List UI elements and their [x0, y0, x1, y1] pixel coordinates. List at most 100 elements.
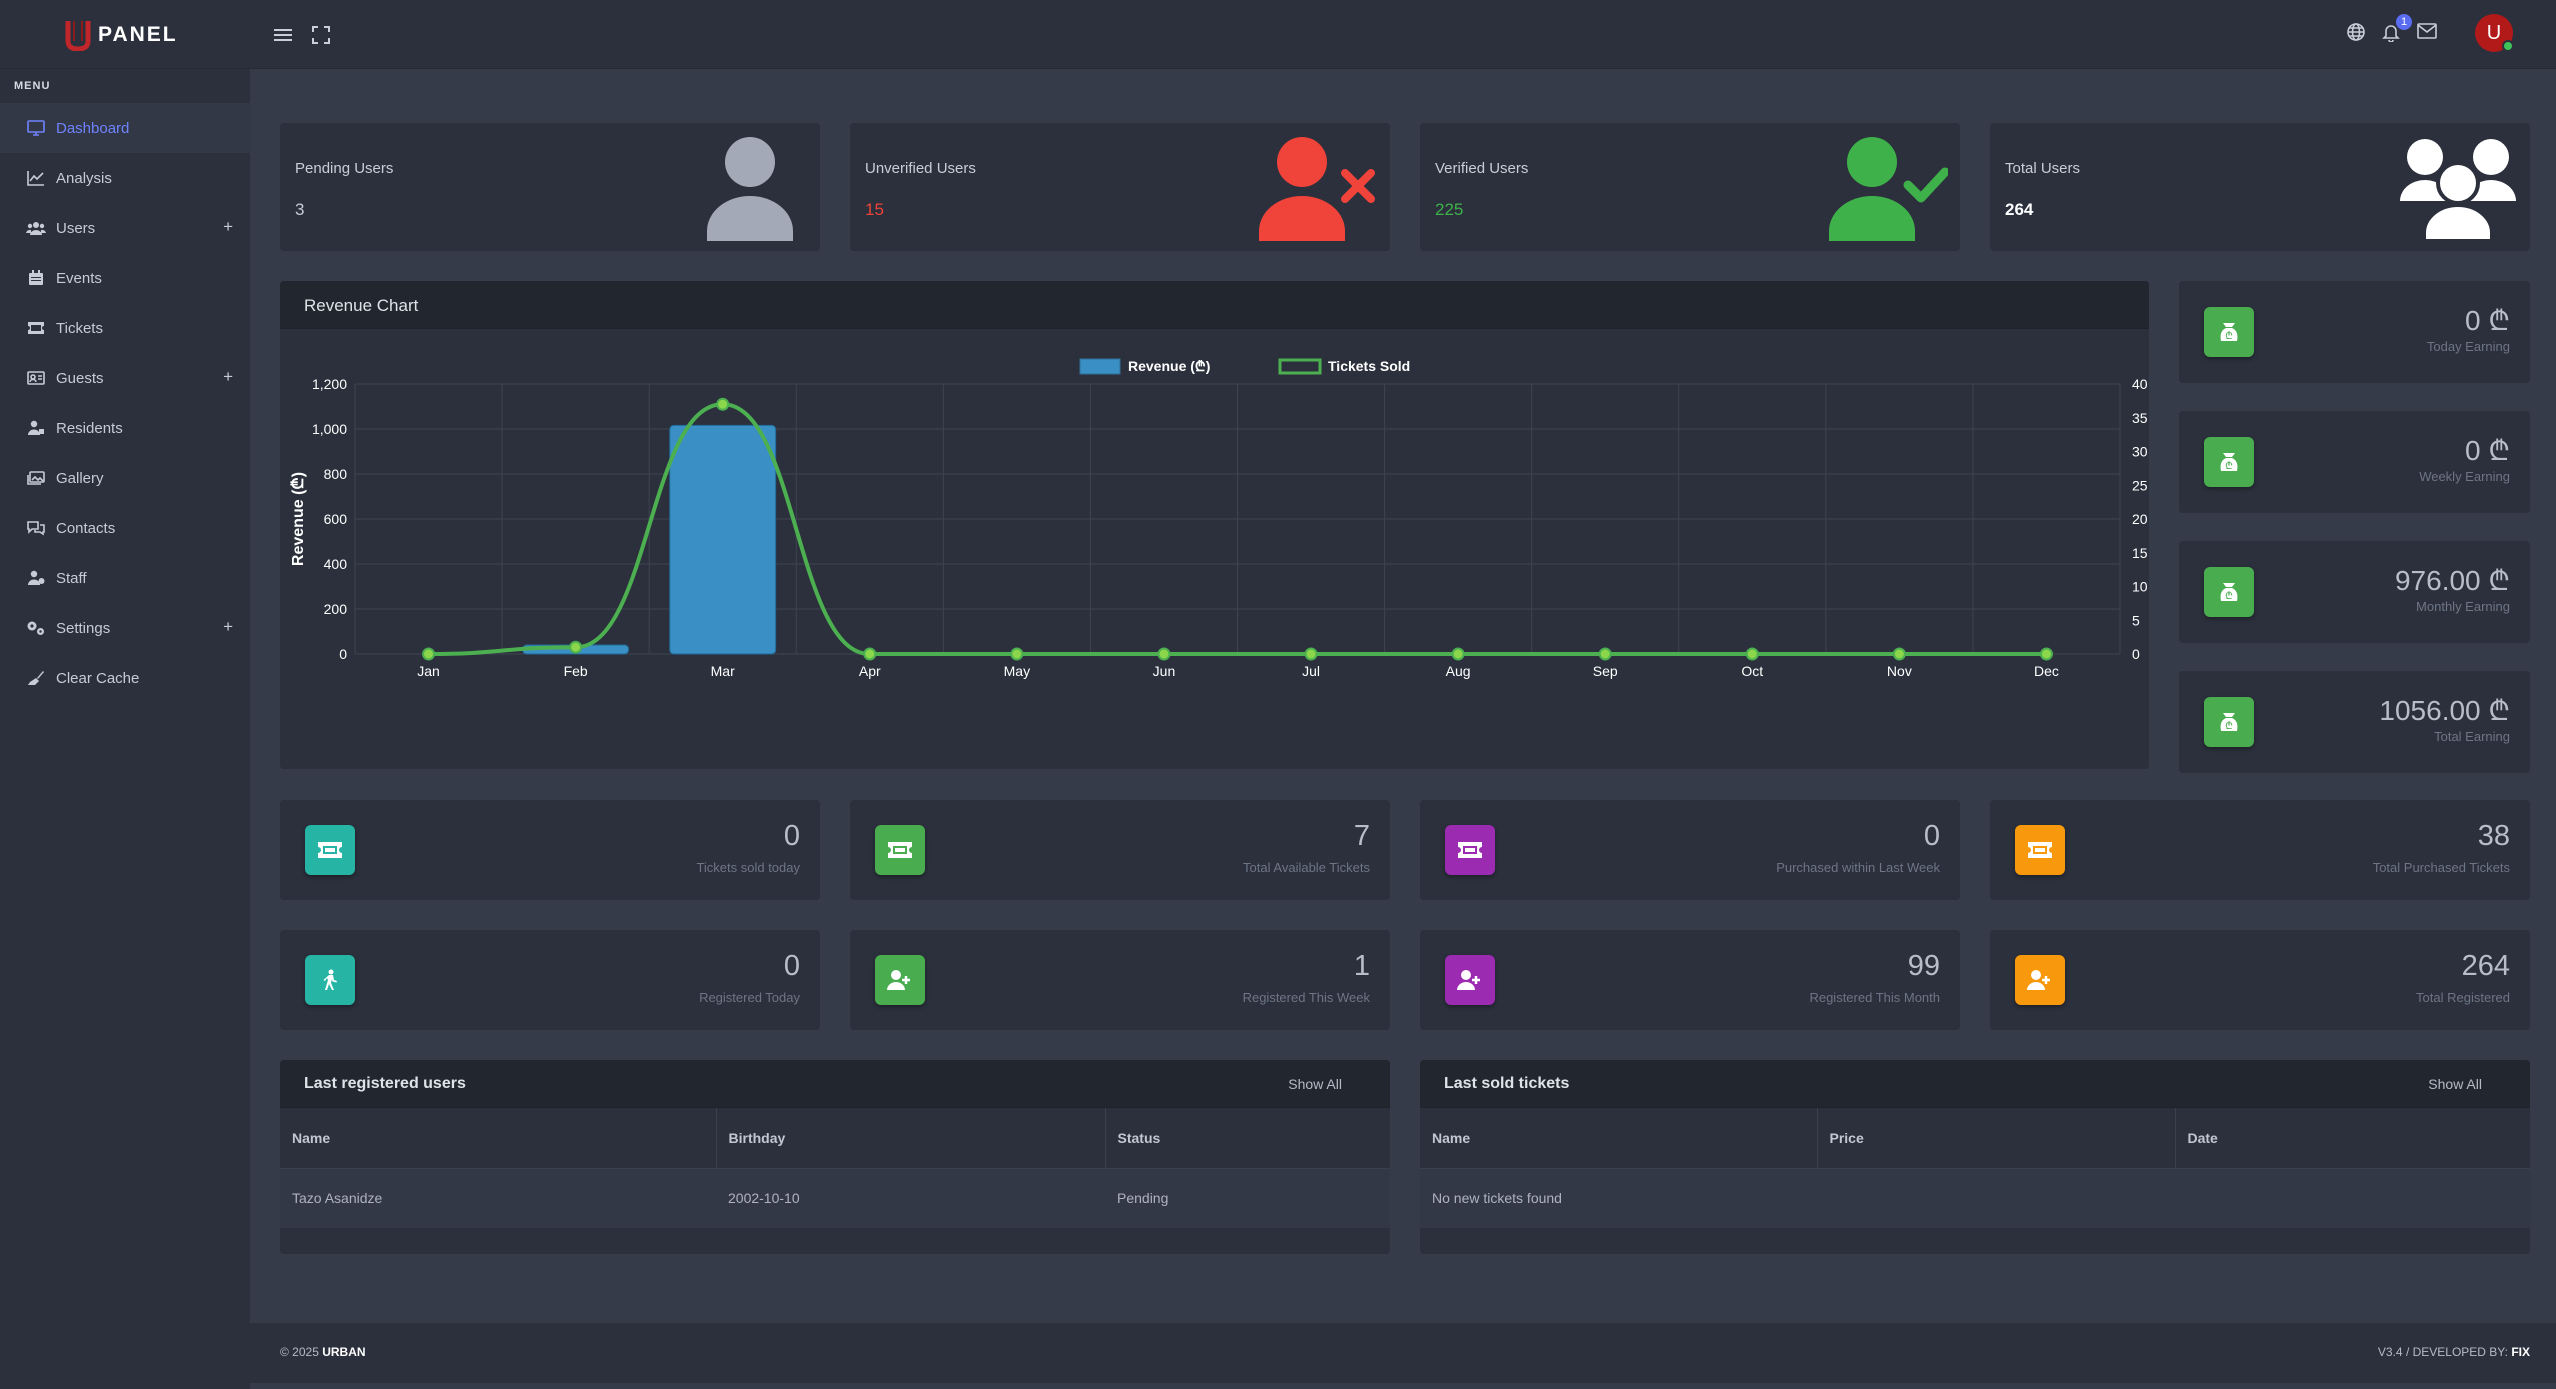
panel-title: Last registered users — [304, 1075, 466, 1092]
x-tick-label: May — [1004, 663, 1030, 679]
unverified-users-card[interactable]: Unverified Users 15 — [850, 123, 1390, 251]
footer-brand[interactable]: URBAN — [322, 1345, 366, 1359]
sidebar-item-events[interactable]: Events — [0, 253, 250, 303]
tickets-sold-point — [863, 647, 877, 661]
money-bag-icon: ₾ — [2204, 307, 2254, 357]
stat-value: 7 — [1353, 820, 1370, 852]
users-table: Name Birthday Status Tazo Asanidze 2002-… — [280, 1108, 1390, 1228]
column-header-status[interactable]: Status — [1105, 1108, 1390, 1169]
purchased-last-week-card[interactable]: 0 Purchased within Last Week — [1420, 800, 1960, 900]
sidebar-item-analysis[interactable]: Analysis — [0, 153, 250, 203]
total-available-tickets-card[interactable]: 7 Total Available Tickets — [850, 800, 1390, 900]
column-header-price[interactable]: Price — [1817, 1108, 2176, 1169]
sidebar-item-gallery[interactable]: Gallery — [0, 453, 250, 503]
monthly-earning-card[interactable]: ₾ 976.00 ₾ Monthly Earning — [2179, 541, 2530, 643]
show-all-link[interactable]: Show All — [2428, 1076, 2482, 1092]
fullscreen-icon[interactable] — [308, 22, 334, 48]
earning-caption: Monthly Earning — [2416, 599, 2510, 614]
column-header-name[interactable]: Name — [1420, 1108, 1818, 1169]
menu-icon[interactable] — [270, 22, 296, 48]
sidebar-item-guests[interactable]: Guests + — [0, 353, 250, 403]
earning-caption: Total Earning — [2434, 729, 2510, 744]
y2-tick-label: 10 — [2132, 579, 2148, 595]
logo[interactable]: PANEL — [64, 19, 178, 52]
x-tick-label: Apr — [859, 663, 881, 679]
card-value: 264 — [2005, 200, 2034, 219]
y-tick-label: 1,000 — [312, 421, 347, 437]
sidebar-item-tickets[interactable]: Tickets — [0, 303, 250, 353]
sidebar-item-label: Users — [56, 219, 96, 237]
notification-badge: 1 — [2396, 14, 2412, 30]
sidebar-item-label: Events — [56, 269, 102, 287]
sidebar-item-label: Guests — [56, 369, 104, 387]
registered-this-month-card[interactable]: 99 Registered This Month — [1420, 930, 1960, 1030]
calendar-icon — [26, 269, 46, 287]
user-gray-icon — [688, 135, 808, 241]
today-earning-card[interactable]: ₾ 0 ₾ Today Earning — [2179, 281, 2530, 383]
menu-title: MENU — [14, 80, 51, 92]
tickets-sold-point — [1157, 647, 1171, 661]
globe-icon[interactable] — [2343, 19, 2369, 45]
show-all-link[interactable]: Show All — [1288, 1076, 1342, 1092]
logo-mark-icon — [64, 19, 92, 52]
footer-version: V3.4 / DEVELOPED BY: FIX — [2377, 1345, 2530, 1359]
earning-caption: Today Earning — [2426, 339, 2510, 354]
stat-caption: Tickets sold today — [696, 860, 800, 875]
total-registered-card[interactable]: 264 Total Registered — [1990, 930, 2530, 1030]
sidebar-item-users[interactable]: Users + — [0, 203, 250, 253]
user-plus-icon — [1445, 955, 1495, 1005]
card-value: 15 — [865, 200, 884, 219]
stat-value: 0 — [1923, 820, 1940, 852]
money-bag-icon: ₾ — [2204, 437, 2254, 487]
sidebar-item-label: Contacts — [56, 519, 116, 537]
bell-icon[interactable] — [2378, 19, 2404, 45]
verified-users-card[interactable]: Verified Users 225 — [1420, 123, 1960, 251]
stat-caption: Registered This Month — [1809, 990, 1940, 1005]
users-group-white-icon — [2398, 135, 2518, 243]
column-header-date[interactable]: Date — [2175, 1108, 2530, 1169]
sidebar-item-clear-cache[interactable]: Clear Cache — [0, 653, 250, 703]
expand-icon[interactable]: + — [223, 367, 233, 386]
svg-text:₾: ₾ — [2225, 721, 2233, 732]
sidebar-item-label: Residents — [56, 419, 123, 437]
y2-tick-label: 20 — [2132, 511, 2148, 527]
y2-tick-label: 15 — [2132, 545, 2148, 561]
panel-header: Last sold tickets Show All — [1420, 1060, 2530, 1108]
mail-icon[interactable] — [2414, 18, 2440, 44]
footer-developer[interactable]: FIX — [2511, 1345, 2530, 1359]
registered-this-week-card[interactable]: 1 Registered This Week — [850, 930, 1390, 1030]
x-tick-label: Feb — [564, 663, 588, 679]
table-row[interactable]: Tazo Asanidze 2002-10-10 Pending — [280, 1168, 1390, 1228]
sidebar-item-label: Tickets — [56, 319, 103, 337]
x-tick-label: Nov — [1887, 663, 1912, 679]
column-header-name[interactable]: Name — [280, 1108, 717, 1169]
sidebar-item-settings[interactable]: Settings + — [0, 603, 250, 653]
sidebar-item-label: Staff — [56, 569, 87, 587]
sidebar-item-label: Settings — [56, 619, 111, 637]
stat-caption: Registered This Week — [1242, 990, 1370, 1005]
registered-today-card[interactable]: 0 Registered Today — [280, 930, 820, 1030]
weekly-earning-card[interactable]: ₾ 0 ₾ Weekly Earning — [2179, 411, 2530, 513]
tickets-sold-today-card[interactable]: 0 Tickets sold today — [280, 800, 820, 900]
column-header-birthday[interactable]: Birthday — [716, 1108, 1106, 1169]
earning-value: 0 ₾ — [2465, 435, 2510, 466]
pending-users-card[interactable]: Pending Users 3 — [280, 123, 820, 251]
total-earning-card[interactable]: ₾ 1056.00 ₾ Total Earning — [2179, 671, 2530, 773]
stat-value: 264 — [2461, 950, 2510, 982]
sidebar-item-residents[interactable]: Residents — [0, 403, 250, 453]
panel-header: Revenue Chart — [280, 281, 2149, 329]
last-sold-tickets-panel: Last sold tickets Show All Name Price Da… — [1420, 1060, 2530, 1254]
sidebar-item-staff[interactable]: Staff — [0, 553, 250, 603]
expand-icon[interactable]: + — [223, 617, 233, 636]
sidebar-item-dashboard[interactable]: Dashboard — [0, 103, 250, 153]
tickets-sold-point — [569, 640, 583, 654]
total-purchased-tickets-card[interactable]: 38 Total Purchased Tickets — [1990, 800, 2530, 900]
expand-icon[interactable]: + — [223, 217, 233, 236]
sidebar-item-contacts[interactable]: Contacts — [0, 503, 250, 553]
total-users-card[interactable]: Total Users 264 — [1990, 123, 2530, 251]
legend-label-revenue: Revenue (₾) — [1128, 358, 1210, 374]
ticket-icon — [305, 825, 355, 875]
top-bar: PANEL 1 U — [0, 0, 2556, 69]
money-bag-icon: ₾ — [2204, 697, 2254, 747]
ticket-icon — [875, 825, 925, 875]
